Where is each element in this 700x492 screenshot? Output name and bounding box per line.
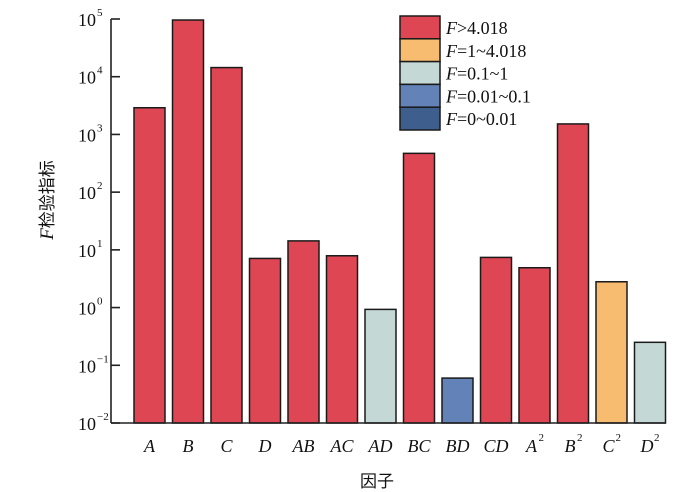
bar-ab [287, 240, 320, 424]
y-tick-exponent: −2 [97, 411, 109, 423]
y-tick-label: 10 [78, 183, 96, 203]
bar-cd [479, 256, 513, 424]
x-tick-label: CD [483, 436, 508, 456]
x-tick-label-superscript: 2 [616, 432, 622, 444]
x-tick-label: BD [446, 436, 470, 456]
x-tick-label: D [258, 436, 272, 456]
x-tick-label: A [525, 436, 538, 456]
y-tick-exponent: 1 [97, 238, 103, 250]
legend-swatch [399, 106, 441, 131]
bar-ad [364, 308, 397, 424]
legend-label: F=0.01~0.1 [445, 86, 531, 106]
y-tick-label: 10 [78, 68, 96, 88]
y-tick-label: 10 [78, 125, 96, 145]
bar-c [210, 66, 243, 424]
legend-label: F=1~4.018 [445, 41, 526, 61]
bar-a2 [518, 266, 551, 424]
legend-label-italic: F [445, 64, 458, 84]
y-tick-base: 10 [78, 356, 96, 376]
y-tick-label: 10 [78, 299, 96, 319]
y-tick-label: 10 [78, 414, 96, 434]
bar-bd [441, 377, 474, 424]
y-axis-title-rest: 检验指标 [38, 160, 58, 228]
legend-label-text: =0.01~0.1 [457, 86, 531, 106]
legend-label-text: =0~0.01 [457, 109, 517, 129]
y-tick-base: 10 [78, 414, 96, 434]
y-tick-exponent: 2 [97, 180, 103, 192]
legend-label: F=0~0.01 [445, 109, 517, 129]
x-tick-label: C [220, 436, 233, 456]
legend-swatch [399, 38, 441, 63]
x-tick-labels-group: A B C D AB AC AD BC BD CD A 2 B 2 C 2 D 2 [143, 432, 660, 456]
x-tick-label-superscript: 2 [654, 432, 660, 444]
bars-group [133, 19, 667, 424]
axes-group [110, 19, 666, 424]
bar-b2 [556, 123, 590, 424]
x-tick-label-superscript: 2 [577, 432, 583, 444]
legend-swatch [399, 83, 441, 108]
y-tick-base: 10 [78, 241, 96, 261]
y-tick-exponent: 5 [97, 7, 103, 19]
x-tick-label: B [183, 436, 194, 456]
y-tick-label: 10 [78, 10, 96, 30]
y-axis-title-italic: F [37, 228, 58, 241]
legend-swatch [399, 15, 441, 40]
legend-label-italic: F [445, 109, 458, 129]
legend-label-text: >4.018 [457, 18, 508, 38]
bar-d [248, 257, 282, 424]
bar-b [171, 19, 205, 424]
legend-swatch [399, 60, 441, 86]
y-tick-base: 10 [78, 68, 96, 88]
bar-d2 [633, 341, 667, 424]
x-tick-label: A [143, 436, 156, 456]
legend-label-text: =0.1~1 [457, 64, 508, 84]
x-tick-label: C [602, 436, 615, 456]
bar-ac [325, 255, 359, 424]
y-tick-exponent: −1 [97, 353, 109, 365]
legend-label: F=0.1~1 [445, 64, 508, 84]
y-tick-exponent: 4 [97, 65, 103, 77]
y-tick-exponent: 3 [97, 122, 103, 134]
y-tick-base: 10 [78, 125, 96, 145]
x-tick-label-superscript: 2 [539, 432, 545, 444]
bar-c2 [595, 281, 628, 424]
y-tick-exponent: 0 [97, 296, 103, 308]
bar-a [133, 106, 166, 424]
legend-label-italic: F [445, 86, 458, 106]
y-tick-label: 10 [78, 356, 96, 376]
legend-label-text: =1~4.018 [457, 41, 526, 61]
y-tick-label: 10 [78, 241, 96, 261]
y-axis-title: F检验指标 [37, 160, 58, 241]
legend: F>4.018F=1~4.018F=0.1~1F=0.01~0.1F=0~0.0… [399, 15, 531, 131]
legend-label-italic: F [445, 18, 458, 38]
x-axis-title: 因子 [360, 472, 394, 492]
x-tick-label: B [565, 436, 576, 456]
y-tick-base: 10 [78, 183, 96, 203]
x-tick-label: AB [292, 436, 315, 456]
x-tick-label: D [640, 436, 654, 456]
x-tick-label: AC [329, 436, 354, 456]
legend-label-italic: F [445, 41, 458, 61]
bar-bc [402, 152, 436, 424]
y-tick-base: 10 [78, 10, 96, 30]
x-tick-label: BC [407, 436, 431, 456]
y-tick-base: 10 [78, 299, 96, 319]
x-tick-label: AD [368, 436, 393, 456]
legend-label: F>4.018 [445, 18, 508, 38]
